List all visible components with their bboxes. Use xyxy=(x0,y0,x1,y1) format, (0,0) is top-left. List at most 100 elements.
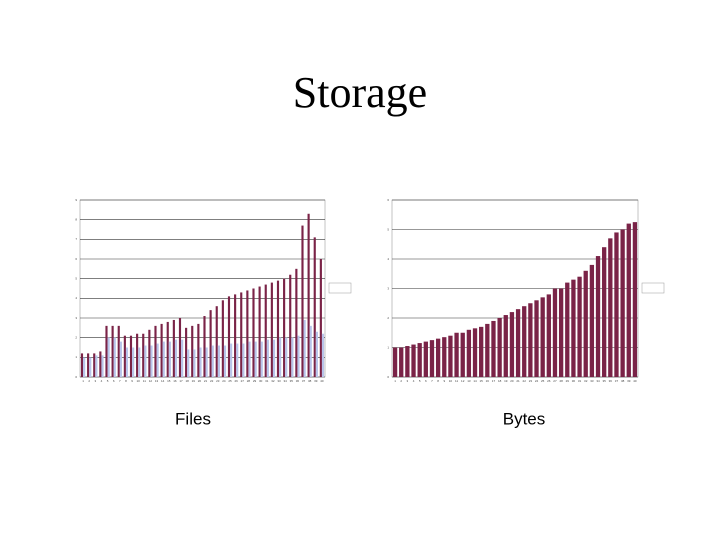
bar xyxy=(454,332,459,377)
bar xyxy=(215,306,218,377)
bar xyxy=(485,323,490,377)
bar xyxy=(479,326,484,377)
x-tick-label: 35 xyxy=(290,379,294,383)
y-tick-label: 9 xyxy=(75,198,77,202)
x-tick-label: 20 xyxy=(198,379,202,383)
bar xyxy=(289,274,292,377)
bar xyxy=(283,278,286,377)
bar xyxy=(254,341,257,377)
bar xyxy=(472,328,478,377)
bar xyxy=(236,343,239,377)
x-tick-label: 37 xyxy=(302,379,306,383)
bar xyxy=(503,315,508,377)
legend-box xyxy=(641,282,665,294)
bar xyxy=(558,288,564,377)
bar xyxy=(217,345,220,377)
bar xyxy=(234,294,237,377)
x-tick-label: 32 xyxy=(584,379,588,383)
bar xyxy=(205,347,208,377)
x-tick-label: 32 xyxy=(271,379,275,383)
x-tick-label: 34 xyxy=(596,379,600,383)
bar xyxy=(181,339,184,377)
bar xyxy=(565,282,570,377)
bar xyxy=(632,222,638,377)
x-tick-label: 23 xyxy=(216,379,220,383)
bar xyxy=(174,339,178,377)
bar xyxy=(185,327,188,377)
x-tick-label: 29 xyxy=(566,379,570,383)
x-tick-label: 2 xyxy=(88,379,90,383)
bar xyxy=(187,349,190,377)
bar xyxy=(221,300,224,377)
x-tick-label: 25 xyxy=(541,379,545,383)
bar xyxy=(160,323,163,377)
x-tick-label: 30 xyxy=(259,379,263,383)
x-tick-label: 16 xyxy=(486,379,490,383)
x-tick-label: 14 xyxy=(473,379,477,383)
bar xyxy=(266,339,269,377)
bar xyxy=(319,259,322,377)
x-tick-label: 24 xyxy=(535,379,539,383)
x-tick-label: 28 xyxy=(247,379,251,383)
x-tick-label: 22 xyxy=(210,379,214,383)
x-tick-label: 8 xyxy=(125,379,127,383)
x-tick-label: 17 xyxy=(179,379,183,383)
bar xyxy=(117,325,120,377)
bar xyxy=(435,338,441,377)
x-tick-label: 1 xyxy=(394,379,396,383)
y-tick-label: 6 xyxy=(75,257,77,261)
x-tick-label: 11 xyxy=(143,379,146,383)
x-tick-label: 39 xyxy=(314,379,318,383)
x-tick-label: 21 xyxy=(516,379,520,383)
x-tick-label: 14 xyxy=(161,379,165,383)
x-tick-label: 20 xyxy=(510,379,514,383)
x-tick-label: 34 xyxy=(284,379,288,383)
x-tick-label: 9 xyxy=(131,379,133,383)
bar xyxy=(191,325,194,377)
bar xyxy=(129,335,133,377)
bar xyxy=(95,355,98,377)
bar xyxy=(248,341,251,377)
x-tick-label: 4 xyxy=(101,379,103,383)
x-tick-label: 11 xyxy=(455,379,458,383)
bar xyxy=(276,280,280,377)
bar xyxy=(144,345,147,377)
bar xyxy=(571,279,576,377)
bar xyxy=(107,337,110,377)
bar xyxy=(199,347,202,377)
bar xyxy=(321,333,325,377)
x-tick-label: 26 xyxy=(235,379,239,383)
bar xyxy=(595,256,601,377)
x-tick-label: 31 xyxy=(578,379,582,383)
bar xyxy=(614,232,619,377)
bar xyxy=(105,325,108,377)
bar xyxy=(602,247,607,377)
bar xyxy=(291,337,294,377)
bar xyxy=(203,316,206,377)
bar xyxy=(197,323,200,377)
x-tick-label: 19 xyxy=(504,379,508,383)
bar xyxy=(132,347,135,377)
bar xyxy=(270,282,273,377)
bar xyxy=(405,346,410,377)
bar xyxy=(80,353,84,377)
x-tick-label: 35 xyxy=(603,379,607,383)
y-tick-label: 2 xyxy=(387,316,389,320)
x-tick-label: 31 xyxy=(265,379,269,383)
y-tick-label: 7 xyxy=(75,237,77,241)
bar xyxy=(87,353,90,377)
bar xyxy=(301,225,304,377)
bar xyxy=(242,343,245,377)
y-tick-label: 6 xyxy=(387,198,389,202)
bar xyxy=(522,306,527,377)
bar xyxy=(178,318,182,377)
x-tick-label: 36 xyxy=(609,379,613,383)
bar xyxy=(162,341,165,377)
bar xyxy=(540,297,545,377)
bar xyxy=(448,335,453,377)
bar xyxy=(138,347,141,377)
bar xyxy=(411,344,416,377)
bar xyxy=(303,319,306,377)
bar xyxy=(589,264,595,377)
